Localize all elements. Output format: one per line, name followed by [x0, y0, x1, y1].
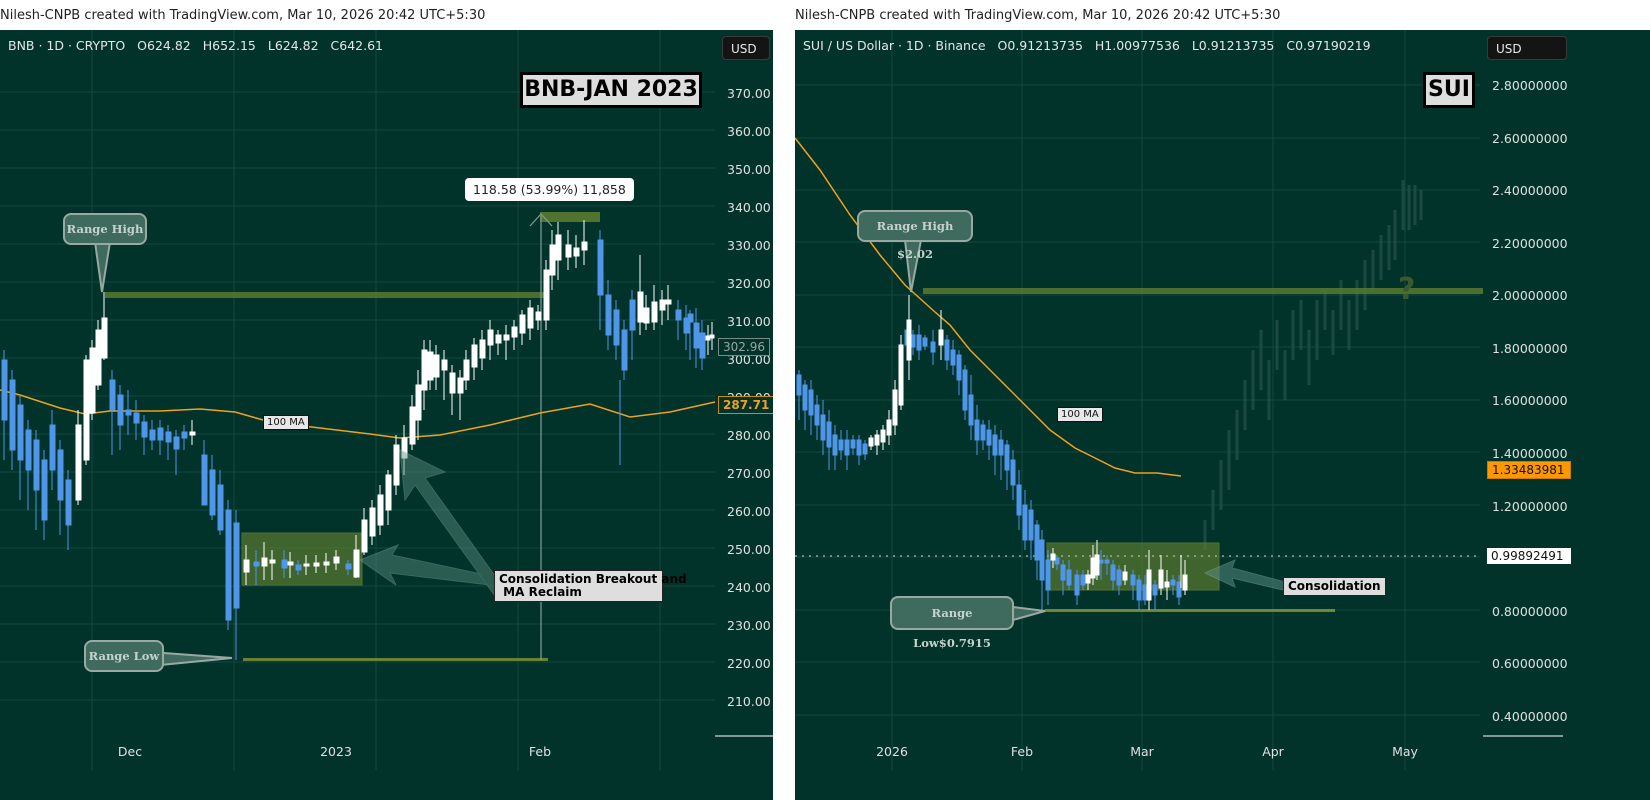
- y-tick: 250.00: [727, 542, 771, 557]
- bnb-ma-label: 100 MA: [263, 415, 309, 430]
- bnb-low: L624.82: [267, 38, 319, 53]
- breakout-note: Consolidation Breakout and MA Reclaim: [494, 570, 687, 602]
- bnb-high: H652.15: [202, 38, 256, 53]
- sui-ma-price-tag: 1.33483981: [1487, 461, 1571, 479]
- bnb-chart-panel[interactable]: BNB · 1D · CRYPTO O624.82 H652.15 L624.8…: [0, 30, 773, 800]
- y-tick: 2.20000000: [1492, 236, 1568, 251]
- bnb-symbol-legend: BNB · 1D · CRYPTO O624.82 H652.15 L624.8…: [8, 38, 391, 53]
- range-low-bubble: Range Low: [84, 640, 164, 672]
- sui-symbol-legend: SUI / US Dollar · 1D · Binance O0.912137…: [803, 38, 1379, 53]
- x-tick: Feb: [528, 744, 552, 759]
- question-mark: ?: [1398, 272, 1416, 307]
- sui-open: O0.91213735: [997, 38, 1083, 53]
- y-tick: 340.00: [727, 200, 771, 215]
- x-tick: Apr: [1262, 744, 1284, 759]
- sui-close: C0.97190219: [1286, 38, 1371, 53]
- breakout-note-line2: MA Reclaim: [499, 585, 582, 599]
- measure-label: 118.58 (53.99%) 11,858: [465, 178, 634, 201]
- sui-chart-panel[interactable]: SUI / US Dollar · 1D · Binance O0.912137…: [795, 30, 1650, 800]
- y-tick: 2.60000000: [1492, 131, 1568, 146]
- x-tick: 2023: [320, 744, 352, 759]
- breakout-note-line1: Consolidation Breakout and: [499, 572, 687, 586]
- y-tick: 0.40000000: [1492, 709, 1568, 724]
- credit-text-left: Nilesh-CNPB created with TradingView.com…: [0, 8, 486, 23]
- x-tick: May: [1392, 744, 1418, 759]
- x-tick: 2026: [876, 744, 908, 759]
- y-tick: 320.00: [727, 276, 771, 291]
- x-tick: Mar: [1130, 744, 1154, 759]
- y-tick: 2.00000000: [1492, 288, 1568, 303]
- y-tick: 330.00: [727, 238, 771, 253]
- range-high-bubble: Range High: [63, 213, 147, 245]
- x-tick: Feb: [1010, 744, 1034, 759]
- y-tick: 1.80000000: [1492, 341, 1568, 356]
- sui-range-high-bubble: Range High $2.02: [857, 210, 973, 261]
- sui-title-badge: SUI: [1423, 72, 1475, 108]
- y-tick: 370.00: [727, 86, 771, 101]
- y-tick: 270.00: [727, 466, 771, 481]
- bnb-currency-button[interactable]: USD: [722, 36, 770, 60]
- bnb-candles: [1, 220, 715, 660]
- bnb-chart-canvas: [0, 30, 773, 770]
- y-tick: 240.00: [727, 580, 771, 595]
- y-tick: 0.80000000: [1492, 604, 1568, 619]
- y-tick: 2.40000000: [1492, 183, 1568, 198]
- bnb-close: C642.61: [330, 38, 384, 53]
- sui-chart-canvas: [795, 30, 1563, 770]
- x-tick: Dec: [117, 744, 143, 759]
- sui-high: H1.00977536: [1094, 38, 1180, 53]
- sui-symbol: SUI / US Dollar · 1D · Binance: [803, 38, 986, 53]
- bnb-ma-price-tag: 287.71: [718, 396, 773, 414]
- y-tick: 350.00: [727, 162, 771, 177]
- y-tick: 360.00: [727, 124, 771, 139]
- y-tick: 1.60000000: [1492, 393, 1568, 408]
- y-tick: 210.00: [727, 694, 771, 709]
- y-tick: 220.00: [727, 656, 771, 671]
- y-tick: 310.00: [727, 314, 771, 329]
- y-tick: 1.40000000: [1492, 446, 1568, 461]
- y-tick: 230.00: [727, 618, 771, 633]
- credit-text-right: Nilesh-CNPB created with TradingView.com…: [795, 8, 1281, 23]
- bnb-title-badge: BNB-JAN 2023: [520, 72, 702, 108]
- y-tick: 280.00: [727, 428, 771, 443]
- sui-low: L0.91213735: [1191, 38, 1275, 53]
- sui-range-low-bubble: Range Low$0.7915: [890, 596, 1014, 650]
- consolidation-note: Consolidation: [1283, 577, 1386, 596]
- y-tick: 0.60000000: [1492, 656, 1568, 671]
- y-tick: 260.00: [727, 504, 771, 519]
- sui-ma-label: 100 MA: [1057, 407, 1103, 422]
- sui-last-price-tag: 0.99892491: [1487, 548, 1571, 564]
- sui-currency-button[interactable]: USD: [1487, 36, 1567, 60]
- bnb-open: O624.82: [137, 38, 191, 53]
- y-tick: 1.20000000: [1492, 499, 1568, 514]
- bnb-last-price-tag: 302.96: [718, 338, 770, 356]
- y-tick: 2.80000000: [1492, 78, 1568, 93]
- bnb-symbol: BNB · 1D · CRYPTO: [8, 38, 126, 53]
